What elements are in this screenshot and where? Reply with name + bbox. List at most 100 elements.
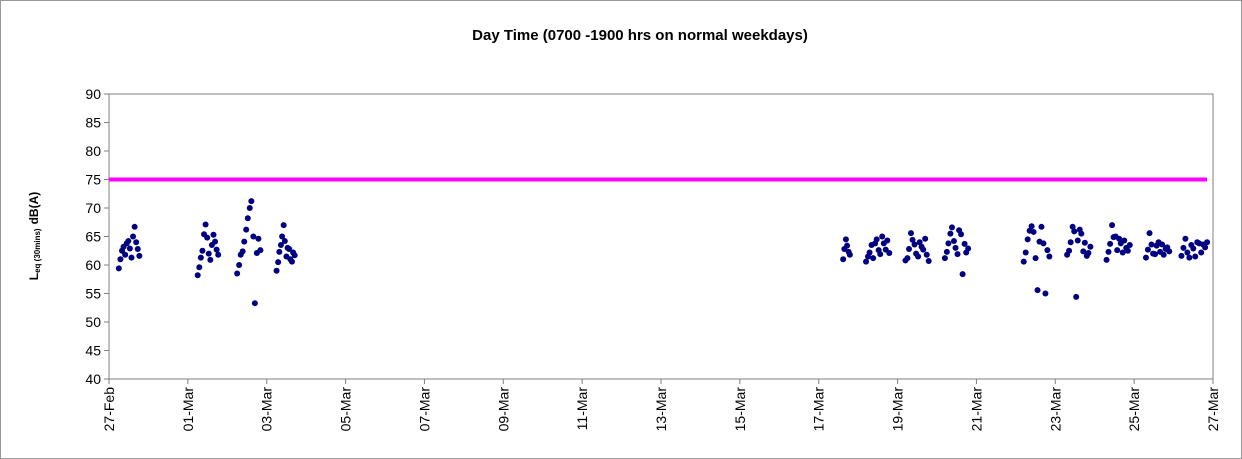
data-point bbox=[1020, 258, 1027, 265]
data-point bbox=[1180, 244, 1187, 251]
y-tick-label: 60 bbox=[85, 257, 101, 273]
data-point bbox=[907, 230, 914, 237]
data-point bbox=[213, 246, 220, 253]
data-point bbox=[273, 267, 280, 274]
chart-title: Day Time (0700 -1900 hrs on normal weekd… bbox=[472, 27, 808, 44]
x-tick-label: 01-Mar bbox=[180, 387, 196, 432]
data-point bbox=[207, 256, 214, 263]
y-tick-label: 90 bbox=[85, 86, 101, 102]
data-point bbox=[870, 255, 877, 262]
data-point bbox=[943, 248, 950, 255]
data-point bbox=[1034, 287, 1041, 294]
x-tick-label: 05-Mar bbox=[338, 387, 354, 432]
data-point bbox=[239, 248, 246, 255]
data-point bbox=[925, 258, 932, 265]
x-tick-label: 03-Mar bbox=[259, 387, 275, 432]
data-point bbox=[1032, 255, 1039, 262]
data-point bbox=[281, 238, 288, 245]
data-point bbox=[236, 262, 243, 268]
data-point bbox=[1178, 252, 1185, 259]
data-point bbox=[243, 226, 250, 233]
data-point bbox=[1030, 228, 1037, 235]
x-tick-label: 17-Mar bbox=[811, 387, 827, 432]
data-point bbox=[911, 241, 918, 248]
x-tick-label: 11-Mar bbox=[574, 387, 590, 431]
data-point bbox=[958, 231, 965, 238]
data-point bbox=[1046, 253, 1053, 260]
data-point bbox=[1069, 223, 1076, 230]
data-point bbox=[961, 240, 968, 247]
y-label-sub: eq (30mins) bbox=[33, 228, 42, 273]
data-point bbox=[877, 251, 884, 258]
data-point bbox=[906, 246, 913, 253]
data-point bbox=[1066, 247, 1073, 254]
data-point bbox=[1190, 245, 1197, 252]
data-point bbox=[965, 245, 972, 252]
data-point bbox=[1192, 253, 1199, 260]
data-point bbox=[866, 249, 873, 256]
y-label-main: L bbox=[27, 273, 41, 280]
data-point bbox=[1022, 249, 1029, 256]
data-point bbox=[257, 247, 264, 254]
data-point bbox=[215, 251, 222, 258]
data-point bbox=[1166, 248, 1173, 255]
data-point bbox=[1182, 235, 1189, 242]
y-tick-label: 75 bbox=[85, 172, 101, 188]
data-point bbox=[923, 251, 930, 258]
data-point bbox=[844, 242, 851, 249]
data-point bbox=[131, 223, 138, 230]
data-point bbox=[1044, 247, 1051, 254]
data-point bbox=[196, 264, 203, 271]
data-point bbox=[1071, 228, 1078, 235]
data-point bbox=[125, 238, 132, 245]
data-point bbox=[280, 222, 287, 229]
y-label-unit: dB(A) bbox=[27, 192, 41, 225]
data-point bbox=[945, 240, 952, 247]
data-point bbox=[1024, 236, 1031, 243]
data-point bbox=[1040, 240, 1047, 247]
data-point bbox=[1073, 293, 1080, 300]
data-point bbox=[1080, 248, 1087, 255]
x-tick-label: 25-Mar bbox=[1126, 387, 1142, 432]
data-point bbox=[276, 248, 283, 255]
data-point bbox=[922, 235, 929, 242]
data-point bbox=[1152, 251, 1159, 258]
data-point bbox=[948, 224, 955, 231]
data-point bbox=[255, 235, 262, 242]
data-point bbox=[1081, 239, 1088, 246]
data-point bbox=[291, 252, 298, 259]
data-point bbox=[1126, 242, 1133, 249]
y-tick-label: 65 bbox=[85, 229, 101, 245]
y-tick-label: 80 bbox=[85, 143, 101, 159]
data-point bbox=[1074, 237, 1081, 244]
data-point bbox=[1184, 249, 1191, 256]
data-point bbox=[954, 251, 961, 258]
data-point bbox=[959, 271, 966, 278]
data-point bbox=[1204, 239, 1211, 246]
data-point bbox=[886, 250, 893, 257]
x-tick-label: 21-Mar bbox=[968, 387, 984, 432]
data-point bbox=[234, 270, 241, 277]
data-point bbox=[1085, 250, 1092, 257]
data-point bbox=[210, 231, 217, 238]
y-tick-label: 55 bbox=[85, 286, 101, 302]
data-point bbox=[244, 215, 251, 222]
data-point bbox=[1114, 247, 1121, 254]
data-point bbox=[205, 250, 212, 257]
data-point bbox=[1121, 237, 1128, 244]
data-point bbox=[1067, 239, 1074, 246]
data-point bbox=[1146, 230, 1153, 237]
data-point bbox=[1078, 230, 1085, 237]
y-tick-label: 50 bbox=[85, 314, 101, 330]
data-point bbox=[1186, 254, 1193, 261]
data-point bbox=[1142, 254, 1149, 261]
data-point bbox=[275, 259, 282, 266]
data-point bbox=[1198, 249, 1205, 256]
data-point bbox=[1028, 223, 1035, 230]
data-point bbox=[947, 230, 954, 237]
data-point bbox=[251, 300, 258, 307]
data-point bbox=[873, 236, 880, 243]
data-point bbox=[879, 233, 886, 240]
data-point bbox=[952, 244, 959, 251]
x-tick-label: 27-Feb bbox=[101, 387, 117, 432]
